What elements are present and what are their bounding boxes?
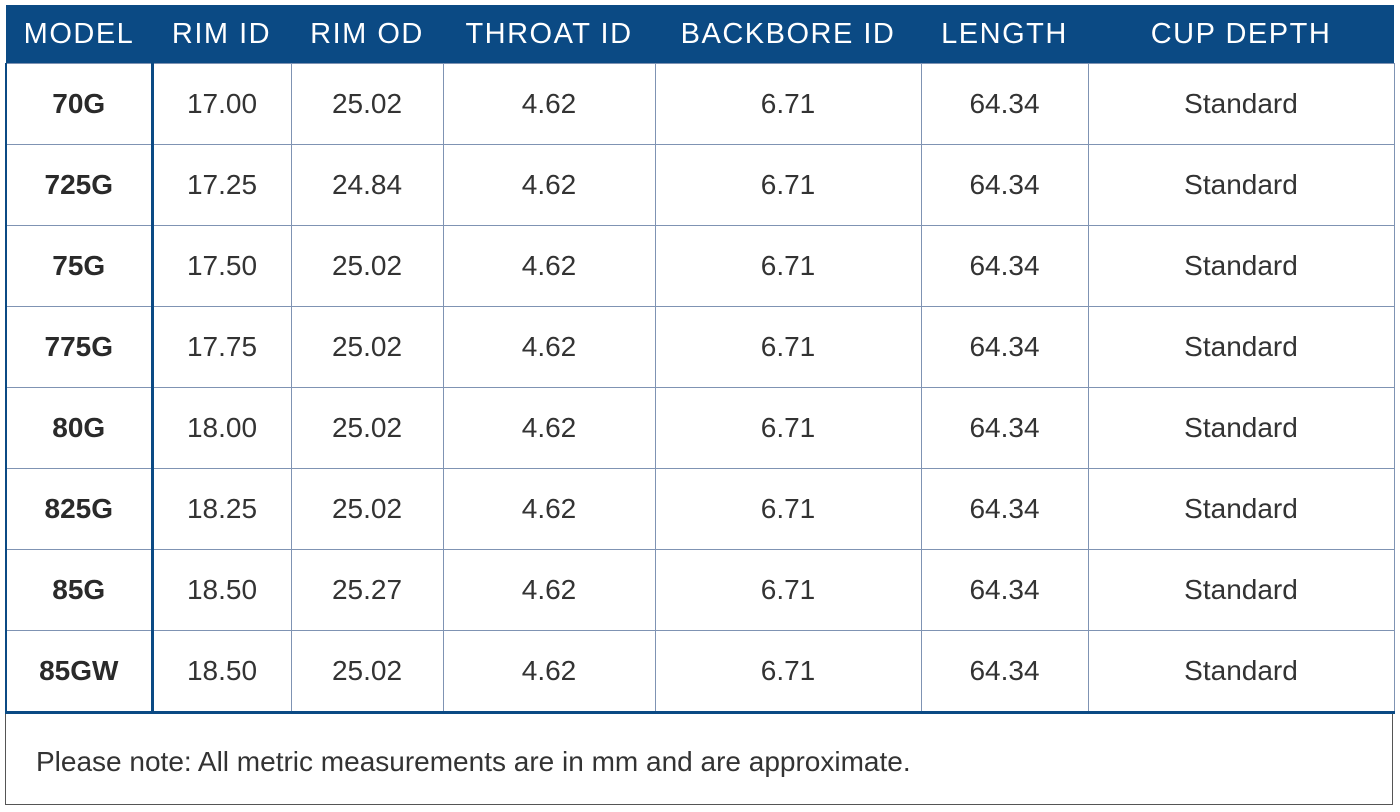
table-cell: 6.71 (654, 144, 922, 226)
table-cell: 6.71 (654, 549, 922, 631)
table-cell: 25.02 (290, 225, 444, 307)
header-cell: THROAT ID (443, 5, 655, 64)
table-cell: 64.34 (920, 63, 1089, 145)
table-cell: Standard (1087, 144, 1395, 226)
table-cell: 4.62 (442, 549, 656, 631)
header-cell: RIM ID (152, 5, 291, 64)
table-row: 775G 17.75 25.02 4.62 6.71 64.34 Standard (5, 306, 1395, 388)
footnote: Please note: All metric measurements are… (5, 714, 1393, 805)
table-cell: Standard (1087, 549, 1395, 631)
table-cell: 64.34 (920, 306, 1089, 388)
table-cell: 18.50 (151, 549, 292, 631)
table-cell: Standard (1087, 468, 1395, 550)
table-cell: 18.25 (151, 468, 292, 550)
table-row: 80G 18.00 25.02 4.62 6.71 64.34 Standard (5, 387, 1395, 469)
table-cell: 4.62 (442, 630, 656, 714)
header-cell: RIM OD (291, 5, 443, 64)
table-cell: 25.02 (290, 468, 444, 550)
table-cell: 17.25 (151, 144, 292, 226)
header-cell: MODEL (6, 5, 152, 64)
table-row: 725G 17.25 24.84 4.62 6.71 64.34 Standard (5, 144, 1395, 226)
table-cell: 64.34 (920, 225, 1089, 307)
table-cell: 6.71 (654, 468, 922, 550)
table-cell: 17.75 (151, 306, 292, 388)
model-cell: 70G (5, 63, 154, 145)
table-cell: 18.00 (151, 387, 292, 469)
model-cell: 775G (5, 306, 154, 388)
table-cell: 6.71 (654, 630, 922, 714)
table-row: 825G 18.25 25.02 4.62 6.71 64.34 Standard (5, 468, 1395, 550)
table-cell: 64.34 (920, 468, 1089, 550)
table-cell: 4.62 (442, 468, 656, 550)
table-cell: 64.34 (920, 630, 1089, 714)
table-cell: 24.84 (290, 144, 444, 226)
table-row: 70G 17.00 25.02 4.62 6.71 64.34 Standard (5, 63, 1395, 145)
table-cell: Standard (1087, 63, 1395, 145)
spec-table: MODEL RIM ID RIM OD THROAT ID BACKBORE ID LEN… (5, 5, 1395, 805)
table-cell: 6.71 (654, 63, 922, 145)
table-cell: 4.62 (442, 387, 656, 469)
table-cell: Standard (1087, 387, 1395, 469)
header-cell: LENGTH (921, 5, 1088, 64)
table-row: 75G 17.50 25.02 4.62 6.71 64.34 Standard (5, 225, 1395, 307)
model-cell: 825G (5, 468, 154, 550)
model-cell: 75G (5, 225, 154, 307)
table-cell: 4.62 (442, 63, 656, 145)
table-cell: 64.34 (920, 549, 1089, 631)
table-cell: Standard (1087, 306, 1395, 388)
header-row: MODEL RIM ID RIM OD THROAT ID BACKBORE ID LEN… (6, 5, 1394, 64)
header-cell: BACKBORE ID (655, 5, 921, 64)
table-cell: 4.62 (442, 225, 656, 307)
model-cell: 725G (5, 144, 154, 226)
table-cell: 25.02 (290, 387, 444, 469)
table-cell: 64.34 (920, 144, 1089, 226)
table-cell: 25.27 (290, 549, 444, 631)
table-cell: 17.00 (151, 63, 292, 145)
table-cell: 6.71 (654, 225, 922, 307)
table-cell: Standard (1087, 630, 1395, 714)
table-cell: 4.62 (442, 144, 656, 226)
table-row: 85GW 18.50 25.02 4.62 6.71 64.34 Standard (5, 630, 1395, 714)
table: MODEL RIM ID RIM OD THROAT ID BACKBORE ID LEN… (5, 5, 1395, 714)
table-row: 85G 18.50 25.27 4.62 6.71 64.34 Standard (5, 549, 1395, 631)
header-cell: CUP DEPTH (1088, 5, 1394, 64)
model-cell: 85G (5, 549, 154, 631)
table-cell: 25.02 (290, 630, 444, 714)
table-cell: 25.02 (290, 63, 444, 145)
table-cell: 6.71 (654, 387, 922, 469)
table-cell: 18.50 (151, 630, 292, 714)
table-body: 70G 17.00 25.02 4.62 6.71 64.34 Standard 725G 17… (5, 63, 1395, 714)
table-cell: Standard (1087, 225, 1395, 307)
table-cell: 25.02 (290, 306, 444, 388)
table-cell: 64.34 (920, 387, 1089, 469)
table-cell: 4.62 (442, 306, 656, 388)
table-cell: 17.50 (151, 225, 292, 307)
table-cell: 6.71 (654, 306, 922, 388)
model-cell: 80G (5, 387, 154, 469)
model-cell: 85GW (5, 630, 154, 714)
